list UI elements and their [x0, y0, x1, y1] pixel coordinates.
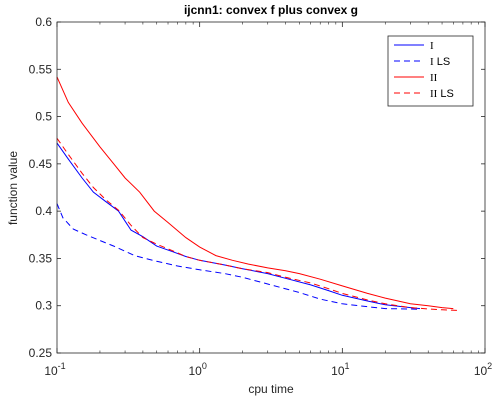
legend-box	[387, 35, 474, 107]
legend-label: I LS	[430, 56, 450, 68]
x-tick-label: 101	[331, 361, 349, 378]
y-tick-label: 0.55	[29, 62, 53, 76]
x-tick-label: 10-1	[44, 361, 65, 378]
y-tick-label: 0.25	[29, 346, 53, 360]
y-tick-label: 0.6	[35, 15, 52, 29]
series-lines	[56, 76, 459, 311]
y-tick-label: 0.45	[29, 157, 53, 171]
y-tick-label: 0.4	[35, 204, 52, 218]
x-axis-label: cpu time	[248, 382, 294, 396]
series-line-2	[56, 203, 421, 310]
legend-label: II	[430, 72, 438, 84]
chart-title: ijcnn1: convex f plus convex g	[184, 3, 358, 17]
legend-label: II LS	[430, 88, 454, 100]
x-tick-label: 102	[474, 361, 492, 378]
x-tick-label: 100	[188, 361, 206, 378]
series-line-3	[56, 76, 454, 310]
y-axis-label: function value	[6, 151, 20, 225]
series-line-4	[56, 138, 459, 311]
y-tick-label: 0.35	[29, 251, 53, 265]
legend-label: I	[430, 40, 434, 52]
y-tick-label: 0.3	[35, 299, 52, 313]
plot-frame	[56, 21, 486, 354]
axis-ticks: 0.25 0.3 0.35 0.4 0.45 0.5 0.55 0.6 10-1 100 101 10…	[29, 15, 492, 378]
y-tick-label: 0.5	[35, 110, 52, 124]
